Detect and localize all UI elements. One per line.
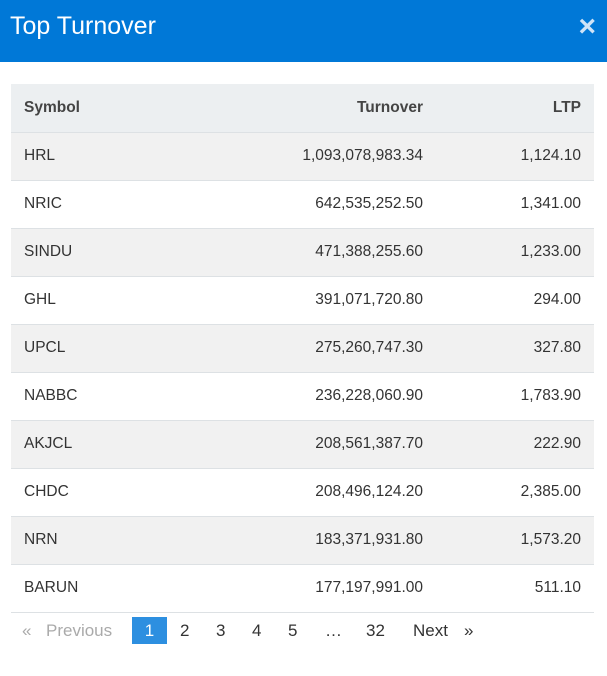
table-row: CHDC 208,496,124.20 2,385.00 bbox=[11, 468, 594, 517]
first-page: « bbox=[22, 621, 32, 640]
previous-button: Previous bbox=[46, 621, 113, 640]
table-cell: 177,197,991.00 bbox=[251, 564, 436, 613]
table-row: NRN 183,371,931.80 1,573.20 bbox=[11, 516, 594, 565]
page-link[interactable]: 2 bbox=[180, 621, 190, 640]
table-cell: 1,573.20 bbox=[436, 516, 594, 565]
last-page[interactable]: » bbox=[464, 621, 474, 640]
page-link: 1 bbox=[132, 617, 167, 644]
table-row: BARUN 177,197,991.00 511.10 bbox=[11, 564, 594, 613]
table-cell: 642,535,252.50 bbox=[251, 180, 436, 229]
table-cell: HRL bbox=[11, 132, 251, 181]
table-row: HRL 1,093,078,983.34 1,124.10 bbox=[11, 132, 594, 181]
next-button[interactable]: Next bbox=[413, 621, 448, 640]
table-cell: 208,496,124.20 bbox=[251, 468, 436, 517]
table-cell: BARUN bbox=[11, 564, 251, 613]
table-cell: 275,260,747.30 bbox=[251, 324, 436, 373]
page-link[interactable]: 4 bbox=[252, 621, 262, 640]
table-cell: 2,385.00 bbox=[436, 468, 594, 517]
page-link[interactable]: … bbox=[325, 621, 342, 640]
pagination: « Previous 1 2 3 4 5 … 32 Next » bbox=[0, 617, 607, 644]
table-cell: CHDC bbox=[11, 468, 251, 517]
column-header: Turnover bbox=[251, 84, 436, 133]
column-header: Symbol bbox=[11, 84, 251, 133]
modal-header: Top Turnover × bbox=[0, 0, 607, 62]
table-cell: 183,371,931.80 bbox=[251, 516, 436, 565]
table-cell: NABBC bbox=[11, 372, 251, 421]
table-cell: 222.90 bbox=[436, 420, 594, 469]
table-cell: NRN bbox=[11, 516, 251, 565]
table-cell: NRIC bbox=[11, 180, 251, 229]
table-row: GHL 391,071,720.80 294.00 bbox=[11, 276, 594, 325]
table-cell: 1,093,078,983.34 bbox=[251, 132, 436, 181]
table-row: SINDU 471,388,255.60 1,233.00 bbox=[11, 228, 594, 277]
close-button[interactable]: × bbox=[578, 10, 596, 43]
table-row: NRIC 642,535,252.50 1,341.00 bbox=[11, 180, 594, 229]
table-row: AKJCL 208,561,387.70 222.90 bbox=[11, 420, 594, 469]
table-cell: 294.00 bbox=[436, 276, 594, 325]
table-cell: 1,233.00 bbox=[436, 228, 594, 277]
table-cell: 208,561,387.70 bbox=[251, 420, 436, 469]
modal-title: Top Turnover bbox=[10, 12, 156, 40]
table-cell: AKJCL bbox=[11, 420, 251, 469]
table-cell: UPCL bbox=[11, 324, 251, 373]
table-cell: 391,071,720.80 bbox=[251, 276, 436, 325]
turnover-table: Symbol Turnover LTP HRL 1,093,078,983.34 1,1… bbox=[11, 84, 594, 613]
table-cell: GHL bbox=[11, 276, 251, 325]
table-cell: 511.10 bbox=[436, 564, 594, 613]
table-cell: 327.80 bbox=[436, 324, 594, 373]
table-row: NABBC 236,228,060.90 1,783.90 bbox=[11, 372, 594, 421]
page-link[interactable]: 32 bbox=[366, 621, 385, 640]
table-cell: 1,783.90 bbox=[436, 372, 594, 421]
table-cell: SINDU bbox=[11, 228, 251, 277]
header-row: Symbol Turnover LTP bbox=[11, 84, 594, 133]
page-link[interactable]: 3 bbox=[216, 621, 226, 640]
table-cell: 1,124.10 bbox=[436, 132, 594, 181]
table-row: UPCL 275,260,747.30 327.80 bbox=[11, 324, 594, 373]
column-header: LTP bbox=[436, 84, 594, 133]
page-link[interactable]: 5 bbox=[288, 621, 298, 640]
table-cell: 236,228,060.90 bbox=[251, 372, 436, 421]
table-cell: 471,388,255.60 bbox=[251, 228, 436, 277]
table-cell: 1,341.00 bbox=[436, 180, 594, 229]
